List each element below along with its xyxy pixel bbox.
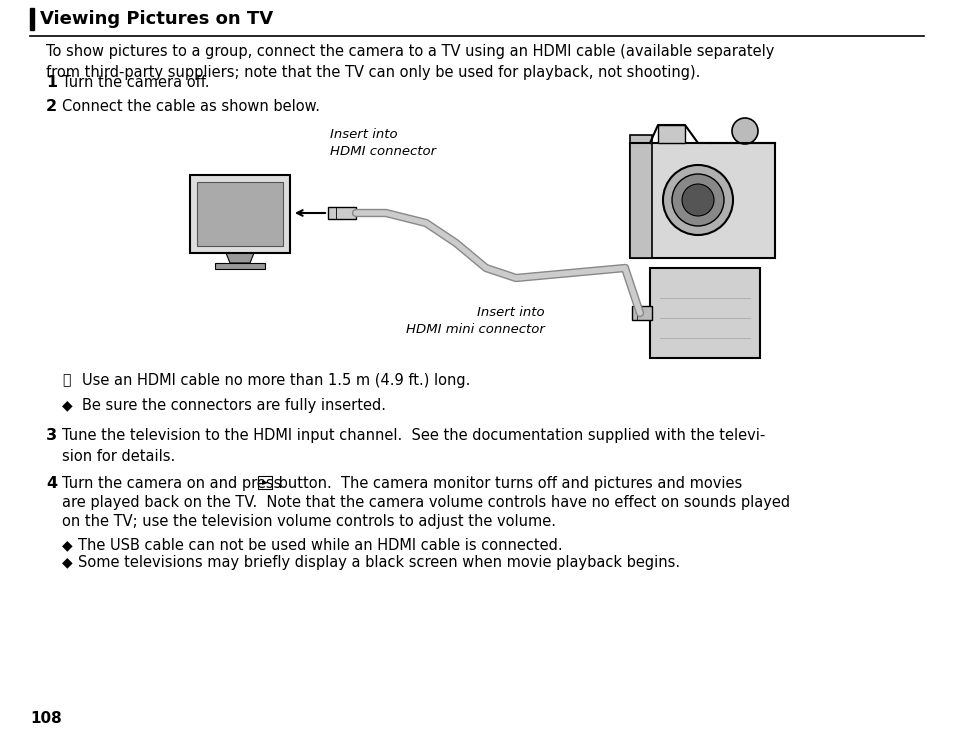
Text: Use an HDMI cable no more than 1.5 m (4.9 ft.) long.: Use an HDMI cable no more than 1.5 m (4.… [82, 373, 470, 388]
Polygon shape [226, 253, 253, 263]
Text: ◆: ◆ [62, 398, 72, 412]
Bar [649, 268, 760, 358]
Bar [328, 207, 355, 219]
Text: ◆: ◆ [62, 555, 72, 569]
Text: Some televisions may briefly display a black screen when movie playback begins.: Some televisions may briefly display a b… [78, 555, 679, 570]
Bar [214, 263, 265, 269]
Text: Turn the camera on and press: Turn the camera on and press [62, 476, 286, 491]
Text: Insert into
HDMI connector: Insert into HDMI connector [330, 128, 436, 158]
Text: Connect the cable as shown below.: Connect the cable as shown below. [62, 99, 319, 114]
Circle shape [662, 165, 732, 235]
Text: Be sure the connectors are fully inserted.: Be sure the connectors are fully inserte… [82, 398, 386, 413]
Text: on the TV; use the television volume controls to adjust the volume.: on the TV; use the television volume con… [62, 514, 556, 529]
Text: 1: 1 [46, 75, 57, 90]
Text: 4: 4 [46, 476, 57, 491]
Text: Tune the television to the HDMI input channel.  See the documentation supplied w: Tune the television to the HDMI input ch… [62, 428, 764, 464]
Circle shape [731, 118, 758, 144]
Text: 2: 2 [46, 99, 57, 114]
Bar [629, 135, 651, 258]
Text: Viewing Pictures on TV: Viewing Pictures on TV [40, 10, 273, 28]
Text: ⓘ: ⓘ [62, 373, 71, 387]
Bar [196, 182, 283, 246]
Text: 108: 108 [30, 711, 62, 726]
Bar [629, 143, 774, 258]
Bar [190, 175, 290, 253]
Text: The USB cable can not be used while an HDMI cable is connected.: The USB cable can not be used while an H… [78, 538, 562, 553]
Text: To show pictures to a group, connect the camera to a TV using an HDMI cable (ava: To show pictures to a group, connect the… [46, 44, 774, 80]
Circle shape [671, 174, 723, 226]
Bar [631, 306, 651, 320]
Text: button.  The camera monitor turns off and pictures and movies: button. The camera monitor turns off and… [274, 476, 741, 491]
Bar [257, 476, 272, 489]
Text: are played back on the TV.  Note that the camera volume controls have no effect : are played back on the TV. Note that the… [62, 495, 789, 510]
Text: 3: 3 [46, 428, 57, 443]
Text: Turn the camera off.: Turn the camera off. [62, 75, 210, 90]
Text: Insert into
HDMI mini connector: Insert into HDMI mini connector [406, 306, 544, 336]
Text: ►: ► [261, 478, 268, 487]
Bar [658, 125, 684, 143]
Bar [30, 8, 34, 30]
Text: ◆: ◆ [62, 538, 72, 552]
Circle shape [681, 184, 713, 216]
